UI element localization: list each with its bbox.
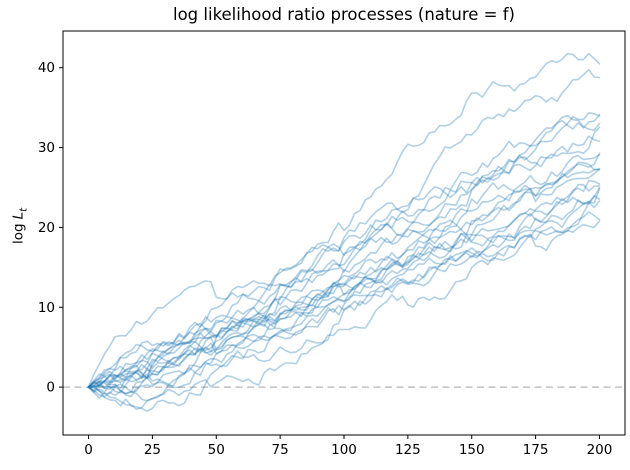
x-tick-label: 50 (208, 442, 225, 458)
llr-path-14 (87, 183, 601, 411)
llr-path-11 (87, 161, 601, 395)
y-tick-label: 10 (38, 300, 55, 316)
llr-path-7 (87, 135, 601, 388)
llr-path-5 (87, 114, 601, 388)
y-tick-label: 40 (38, 60, 55, 76)
llr-path-18 (87, 200, 601, 398)
x-tick-label: 175 (523, 442, 549, 458)
llr-path-17 (87, 194, 601, 412)
chart-title: log likelihood ratio processes (nature =… (173, 5, 515, 24)
x-tick-label: 200 (587, 442, 613, 458)
x-tick-label: 100 (331, 442, 357, 458)
y-tick-label: 20 (38, 220, 55, 236)
x-tick-label: 150 (459, 442, 485, 458)
llr-path-13 (87, 179, 601, 394)
llr-path-10 (87, 168, 601, 392)
llr-path-6 (87, 126, 601, 393)
llr-path-2 (87, 69, 601, 388)
llr-path-9 (87, 152, 601, 389)
llr-path-3 (87, 112, 601, 388)
x-tick-label: 25 (144, 442, 161, 458)
x-tick-label: 125 (395, 442, 421, 458)
x-tick-label: 75 (272, 442, 289, 458)
llr-path-1 (87, 52, 601, 388)
llr-path-15 (87, 186, 601, 388)
llr-path-4 (87, 114, 601, 388)
y-tick-label: 0 (46, 380, 55, 396)
y-tick-label: 30 (38, 140, 55, 156)
llr-path-19 (87, 220, 601, 402)
llr-path-20 (87, 211, 601, 393)
llr-path-16 (87, 188, 601, 393)
llr-path-8 (87, 153, 601, 388)
x-tick-label: 0 (84, 442, 93, 458)
llr-path-12 (87, 168, 601, 388)
